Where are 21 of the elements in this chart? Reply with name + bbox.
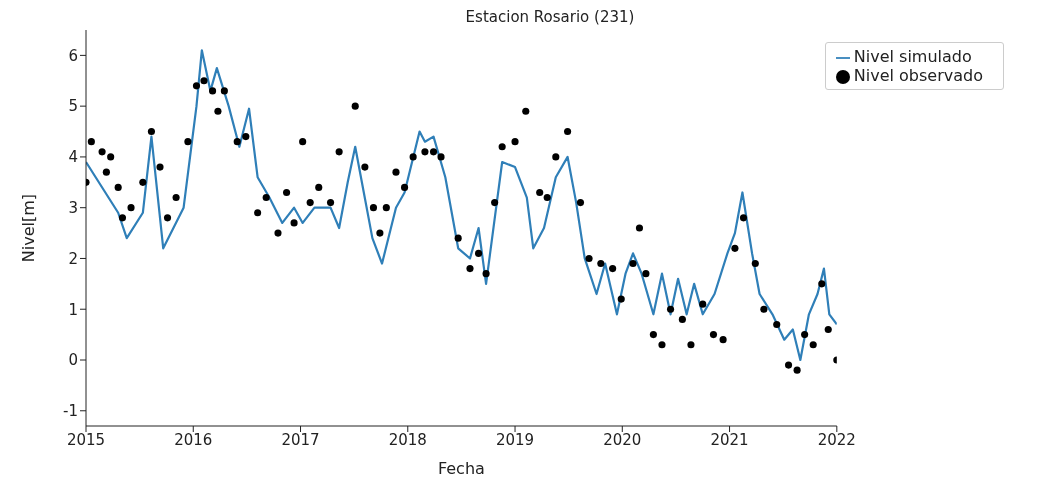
legend-label: Nivel simulado xyxy=(853,47,972,66)
chart-title: Estacion Rosario (231) xyxy=(464,8,636,26)
y-axis-title: Nivel[m] xyxy=(18,193,38,263)
y-tick-label: 4 xyxy=(68,148,78,167)
x-tick-label: 2015 xyxy=(66,430,106,449)
x-tick-label: 2017 xyxy=(281,430,320,449)
y-tick-label: 5 xyxy=(68,97,78,116)
y-tick-label: 1 xyxy=(68,300,78,319)
x-tick-label: 2016 xyxy=(174,430,213,449)
y-tick-label: 3 xyxy=(68,199,78,218)
legend-label: Nivel observado xyxy=(853,66,983,85)
x-tick-label: 2022 xyxy=(817,430,856,449)
y-tick-label: 0 xyxy=(68,351,78,370)
y-tick-label: -1 xyxy=(63,402,78,421)
y-tick-label: 6 xyxy=(68,46,78,65)
x-tick-label: 2019 xyxy=(495,430,535,449)
y-tick-label: 2 xyxy=(68,249,78,268)
x-tick-label: 2021 xyxy=(710,430,749,449)
x-axis-title: Fecha xyxy=(437,459,485,478)
x-tick-label: 2020 xyxy=(603,430,642,449)
x-tick-label: 2018 xyxy=(388,430,427,449)
